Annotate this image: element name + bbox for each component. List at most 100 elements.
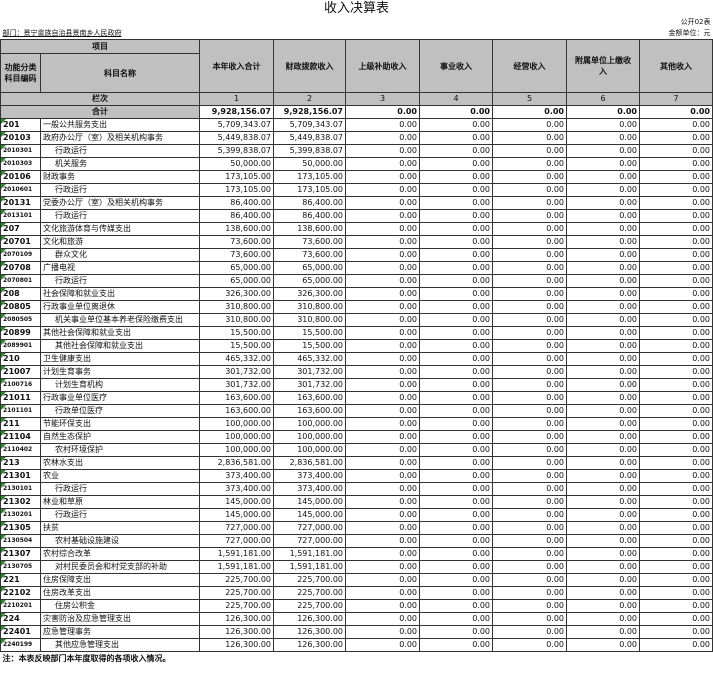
row-value-col-2[interactable]: 100,000.00 bbox=[273, 443, 346, 457]
row-value-col-6[interactable]: 0.00 bbox=[566, 495, 640, 509]
row-value-col-7[interactable]: 0.00 bbox=[639, 118, 713, 132]
row-value-col-7[interactable]: 0.00 bbox=[639, 391, 713, 405]
row-value-col-7[interactable]: 0.00 bbox=[639, 339, 713, 353]
row-value-col-3[interactable]: 0.00 bbox=[345, 534, 420, 548]
row-value-col-1[interactable]: 5,399,838.07 bbox=[199, 144, 274, 158]
row-value-col-6[interactable]: 0.00 bbox=[566, 456, 640, 470]
row-value-col-7[interactable]: 0.00 bbox=[639, 261, 713, 275]
row-value-col-3[interactable]: 0.00 bbox=[345, 404, 420, 418]
row-value-col-6[interactable]: 0.00 bbox=[566, 560, 640, 574]
row-value-col-7[interactable]: 0.00 bbox=[639, 287, 713, 301]
row-value-col-5[interactable]: 0.00 bbox=[492, 625, 567, 639]
row-value-col-4[interactable]: 0.00 bbox=[419, 625, 493, 639]
row-name[interactable]: 扶贫 bbox=[40, 521, 200, 535]
row-value-col-1[interactable]: 301,732.00 bbox=[199, 365, 274, 379]
row-code[interactable]: 221 bbox=[0, 573, 41, 587]
row-value-col-6[interactable]: 0.00 bbox=[566, 547, 640, 561]
row-value-col-6[interactable]: 0.00 bbox=[566, 625, 640, 639]
row-value-col-6[interactable]: 0.00 bbox=[566, 248, 640, 262]
row-name[interactable]: 行政运行 bbox=[40, 274, 200, 288]
row-value-col-1[interactable]: 126,300.00 bbox=[199, 612, 274, 626]
row-value-col-4[interactable]: 0.00 bbox=[419, 391, 493, 405]
row-value-col-5[interactable]: 0.00 bbox=[492, 404, 567, 418]
row-value-col-3[interactable]: 0.00 bbox=[345, 313, 420, 327]
row-value-col-3[interactable]: 0.00 bbox=[345, 157, 420, 171]
row-value-col-1[interactable]: 126,300.00 bbox=[199, 625, 274, 639]
row-value-col-6[interactable]: 0.00 bbox=[566, 378, 640, 392]
row-value-col-4[interactable]: 0.00 bbox=[419, 521, 493, 535]
row-name[interactable]: 自然生态保护 bbox=[40, 430, 200, 444]
row-value-col-6[interactable]: 0.00 bbox=[566, 443, 640, 457]
row-code[interactable]: 22102 bbox=[0, 586, 41, 600]
row-value-col-4[interactable]: 0.00 bbox=[419, 144, 493, 158]
row-value-col-1[interactable]: 163,600.00 bbox=[199, 404, 274, 418]
row-code[interactable]: 20103 bbox=[0, 131, 41, 145]
row-value-col-4[interactable]: 0.00 bbox=[419, 157, 493, 171]
row-value-col-5[interactable]: 0.00 bbox=[492, 521, 567, 535]
row-value-col-1[interactable]: 2,836,581.00 bbox=[199, 456, 274, 470]
row-value-col-6[interactable]: 0.00 bbox=[566, 482, 640, 496]
row-value-col-5[interactable]: 0.00 bbox=[492, 573, 567, 587]
row-value-col-2[interactable]: 173,105.00 bbox=[273, 183, 346, 197]
row-value-col-1[interactable]: 310,800.00 bbox=[199, 313, 274, 327]
row-code[interactable]: 211 bbox=[0, 417, 41, 431]
row-value-col-7[interactable]: 0.00 bbox=[639, 131, 713, 145]
row-value-col-4[interactable]: 0.00 bbox=[419, 482, 493, 496]
row-value-col-6[interactable]: 0.00 bbox=[566, 131, 640, 145]
row-value-col-5[interactable]: 0.00 bbox=[492, 482, 567, 496]
row-value-col-4[interactable]: 0.00 bbox=[419, 170, 493, 184]
row-value-col-7[interactable]: 0.00 bbox=[639, 365, 713, 379]
row-value-col-7[interactable]: 0.00 bbox=[639, 482, 713, 496]
row-code[interactable]: 2010301 bbox=[0, 144, 41, 158]
row-value-col-3[interactable]: 0.00 bbox=[345, 547, 420, 561]
row-name[interactable]: 住房保障支出 bbox=[40, 573, 200, 587]
row-value-col-7[interactable]: 0.00 bbox=[639, 209, 713, 223]
row-value-col-7[interactable]: 0.00 bbox=[639, 586, 713, 600]
row-value-col-2[interactable]: 73,600.00 bbox=[273, 248, 346, 262]
row-value-col-4[interactable]: 0.00 bbox=[419, 599, 493, 613]
row-value-col-7[interactable]: 0.00 bbox=[639, 638, 713, 652]
row-code[interactable]: 2100716 bbox=[0, 378, 41, 392]
row-name[interactable]: 计划生育事务 bbox=[40, 365, 200, 379]
row-value-col-3[interactable]: 0.00 bbox=[345, 456, 420, 470]
row-code[interactable]: 2080505 bbox=[0, 313, 41, 327]
row-value-col-4[interactable]: 0.00 bbox=[419, 495, 493, 509]
row-value-col-6[interactable]: 0.00 bbox=[566, 261, 640, 275]
row-code[interactable]: 2130705 bbox=[0, 560, 41, 574]
row-code[interactable]: 20701 bbox=[0, 235, 41, 249]
row-value-col-5[interactable]: 0.00 bbox=[492, 313, 567, 327]
row-value-col-4[interactable]: 0.00 bbox=[419, 534, 493, 548]
row-value-col-5[interactable]: 0.00 bbox=[492, 443, 567, 457]
row-value-col-1[interactable]: 1,591,181.00 bbox=[199, 560, 274, 574]
row-value-col-3[interactable]: 0.00 bbox=[345, 417, 420, 431]
row-value-col-5[interactable]: 0.00 bbox=[492, 469, 567, 483]
row-name[interactable]: 其他社会保障和就业支出 bbox=[40, 339, 200, 353]
row-value-col-5[interactable]: 0.00 bbox=[492, 248, 567, 262]
row-value-col-5[interactable]: 0.00 bbox=[492, 638, 567, 652]
row-code[interactable]: 2010303 bbox=[0, 157, 41, 171]
row-value-col-3[interactable]: 0.00 bbox=[345, 274, 420, 288]
row-value-col-3[interactable]: 0.00 bbox=[345, 131, 420, 145]
row-value-col-4[interactable]: 0.00 bbox=[419, 235, 493, 249]
row-value-col-7[interactable]: 0.00 bbox=[639, 404, 713, 418]
row-value-col-2[interactable]: 225,700.00 bbox=[273, 599, 346, 613]
row-value-col-3[interactable]: 0.00 bbox=[345, 391, 420, 405]
row-value-col-6[interactable]: 0.00 bbox=[566, 209, 640, 223]
row-name[interactable]: 其他应急管理支出 bbox=[40, 638, 200, 652]
row-name[interactable]: 社会保障和就业支出 bbox=[40, 287, 200, 301]
row-value-col-2[interactable]: 310,800.00 bbox=[273, 300, 346, 314]
row-value-col-1[interactable]: 173,105.00 bbox=[199, 170, 274, 184]
row-value-col-6[interactable]: 0.00 bbox=[566, 274, 640, 288]
row-value-col-2[interactable]: 2,836,581.00 bbox=[273, 456, 346, 470]
row-value-col-3[interactable]: 0.00 bbox=[345, 339, 420, 353]
row-value-col-6[interactable]: 0.00 bbox=[566, 222, 640, 236]
row-value-col-6[interactable]: 0.00 bbox=[566, 235, 640, 249]
row-value-col-3[interactable]: 0.00 bbox=[345, 573, 420, 587]
row-value-col-1[interactable]: 138,600.00 bbox=[199, 222, 274, 236]
row-value-col-7[interactable]: 0.00 bbox=[639, 313, 713, 327]
row-code[interactable]: 201 bbox=[0, 118, 41, 132]
row-code[interactable]: 20708 bbox=[0, 261, 41, 275]
row-value-col-4[interactable]: 0.00 bbox=[419, 339, 493, 353]
row-name[interactable]: 财政事务 bbox=[40, 170, 200, 184]
row-name[interactable]: 文化和旅游 bbox=[40, 235, 200, 249]
